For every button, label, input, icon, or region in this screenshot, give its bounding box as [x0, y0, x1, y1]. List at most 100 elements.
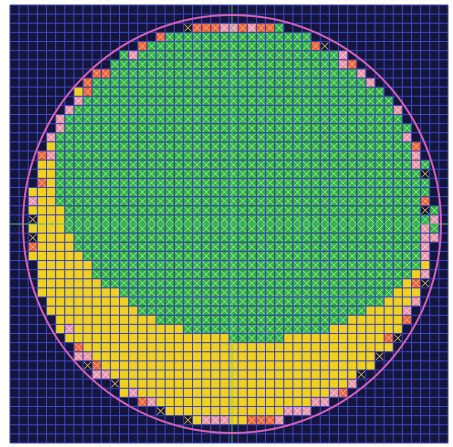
die-cross — [330, 242, 338, 251]
die-cross — [348, 78, 357, 87]
die-cross — [165, 42, 174, 50]
die-cross — [375, 133, 384, 142]
die-cross — [92, 188, 101, 196]
die — [393, 306, 402, 315]
die-cross — [302, 42, 311, 50]
die-cross — [92, 179, 101, 187]
die — [275, 388, 284, 397]
die-cross — [311, 78, 320, 87]
die-cross — [348, 270, 357, 279]
die-cross — [320, 224, 329, 233]
die-cross — [266, 151, 274, 160]
die-cross — [184, 142, 192, 151]
die-cross — [74, 233, 83, 242]
die — [238, 352, 247, 361]
die-cross — [238, 160, 247, 169]
die — [37, 188, 46, 197]
die-cross — [120, 115, 128, 123]
die-cross — [211, 169, 220, 178]
die — [193, 352, 202, 361]
die-cross — [202, 87, 211, 96]
die-cross — [184, 288, 192, 297]
die-cross — [366, 233, 375, 242]
die-cross — [111, 224, 119, 233]
die — [211, 379, 220, 388]
die-cross — [330, 315, 338, 324]
die-cross — [302, 233, 311, 242]
die — [56, 288, 65, 297]
die-cross — [320, 60, 329, 69]
die-cross — [275, 261, 284, 269]
die-cross — [184, 169, 192, 178]
die — [47, 188, 56, 197]
die-cross — [202, 242, 211, 251]
die-cross — [238, 151, 247, 160]
die-cross — [156, 206, 165, 215]
die-cross — [165, 106, 174, 114]
die-cross — [229, 106, 238, 114]
die-cross — [275, 133, 284, 142]
die-cross — [339, 288, 347, 297]
die-cross — [384, 115, 393, 123]
die — [266, 388, 275, 397]
die-cross — [92, 133, 101, 142]
die — [174, 324, 183, 333]
die — [284, 352, 293, 361]
die — [238, 397, 247, 406]
die-cross — [156, 87, 165, 96]
die-cross — [74, 215, 83, 224]
die-cross — [275, 60, 284, 69]
die-cross — [412, 179, 420, 187]
die-cross — [202, 133, 211, 142]
die-cross — [83, 133, 92, 142]
die-cross — [257, 33, 265, 41]
die — [47, 251, 56, 260]
die-cross — [357, 252, 366, 260]
die-cross — [129, 252, 138, 260]
die — [83, 270, 92, 279]
die-cross — [393, 206, 402, 215]
die — [366, 352, 375, 361]
die — [211, 388, 220, 397]
die-cross — [320, 306, 329, 315]
die-cross — [202, 33, 211, 41]
die-cross — [275, 252, 284, 260]
die-cross — [330, 160, 338, 169]
die-cross — [311, 179, 320, 187]
die-cross — [184, 252, 192, 260]
die — [120, 343, 129, 352]
die — [202, 343, 211, 352]
die-cross — [284, 96, 293, 105]
die-cross — [229, 325, 238, 333]
die — [402, 297, 411, 306]
die-cross — [275, 160, 284, 169]
die-cross — [202, 23, 211, 32]
die-cross — [320, 42, 329, 50]
die-cross — [211, 124, 220, 133]
die-cross — [330, 206, 338, 215]
die — [120, 306, 129, 315]
die — [110, 370, 119, 379]
die — [120, 361, 129, 370]
die-cross — [247, 69, 256, 78]
die-cross — [129, 151, 138, 160]
die-cross — [357, 115, 366, 123]
die-cross — [165, 188, 174, 196]
die-cross — [193, 315, 201, 324]
die-cross — [375, 297, 384, 306]
die-cross — [366, 160, 375, 169]
die-cross — [156, 297, 165, 306]
die-cross — [165, 51, 174, 60]
die-cross — [193, 33, 201, 41]
die-cross — [257, 142, 265, 151]
die-cross — [238, 96, 247, 105]
die-cross — [147, 133, 156, 142]
die-cross — [165, 151, 174, 160]
die-cross — [430, 224, 439, 233]
die-cross — [311, 160, 320, 169]
die-cross — [311, 124, 320, 133]
die — [47, 233, 56, 242]
die — [37, 169, 46, 178]
die-cross — [375, 188, 384, 196]
die-cross — [320, 78, 329, 87]
